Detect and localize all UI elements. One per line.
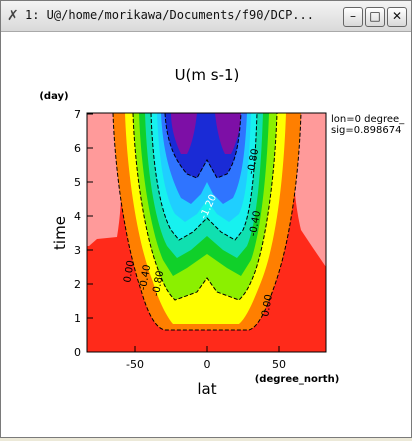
contour-label: -0.80 — [151, 270, 166, 297]
contour-label: 0.00 — [260, 294, 275, 318]
close-button[interactable]: ✕ — [387, 7, 407, 27]
window-title: 1: U@/home/morikawa/Documents/f90/DCP... — [25, 8, 314, 22]
y-tick-label: 4 — [74, 210, 81, 223]
band-pink-left — [87, 113, 122, 246]
info-sig: sig=0.898674 — [331, 125, 401, 136]
plot-canvas: U(m s-1) (day) — [1, 32, 411, 437]
y-axis-label: time — [51, 216, 69, 250]
y-tick-label: 0 — [74, 346, 81, 359]
contour-line-0 — [112, 112, 302, 331]
band-pink-right — [293, 113, 326, 267]
contour-label: 0.00 — [122, 260, 137, 284]
band-purple-left — [171, 113, 197, 154]
band-purple-right — [215, 113, 241, 154]
minimize-button[interactable]: – — [343, 7, 363, 27]
x-axis-labels: -50 0 50 — [126, 358, 286, 371]
contour-line-2 — [150, 112, 258, 241]
x-units-label: (degree_north) — [255, 374, 340, 385]
y-tick-label: 6 — [74, 142, 81, 155]
maximize-button[interactable]: □ — [365, 7, 385, 27]
x-axis-label: lat — [197, 380, 216, 398]
contour-plot: U(m s-1) (day) — [39, 66, 405, 398]
contour-line-3 — [164, 112, 242, 179]
contour-label: -0.40 — [138, 264, 153, 291]
y-tick-label: 5 — [74, 176, 81, 189]
y-tick-label: 1 — [74, 312, 81, 325]
y-tick-label: 7 — [74, 108, 81, 121]
plot-title: U(m s-1) — [175, 66, 240, 84]
x-tick-label: 50 — [272, 358, 286, 371]
y-units-label: (day) — [39, 91, 68, 102]
y-axis-ticks — [87, 113, 93, 353]
contour-label: -0.40 — [248, 210, 263, 237]
y-axis-labels: 0 1 2 3 4 5 6 7 — [74, 108, 81, 359]
x-app-icon[interactable]: ✗ — [7, 8, 19, 24]
contour-line-1 — [132, 112, 278, 301]
x-tick-label: 0 — [204, 358, 211, 371]
y-tick-label: 2 — [74, 278, 81, 291]
contour-lines — [112, 112, 302, 331]
title-bar[interactable]: ✗ 1: U@/home/morikawa/Documents/f90/DCP.… — [1, 1, 411, 32]
info-lon: lon=0 degree_ — [331, 114, 405, 125]
x-axis-ticks — [134, 346, 280, 352]
contour-label: -0.80 — [246, 148, 261, 175]
x-tick-label: -50 — [126, 358, 144, 371]
y-tick-label: 3 — [74, 244, 81, 257]
contour-field — [87, 113, 326, 352]
